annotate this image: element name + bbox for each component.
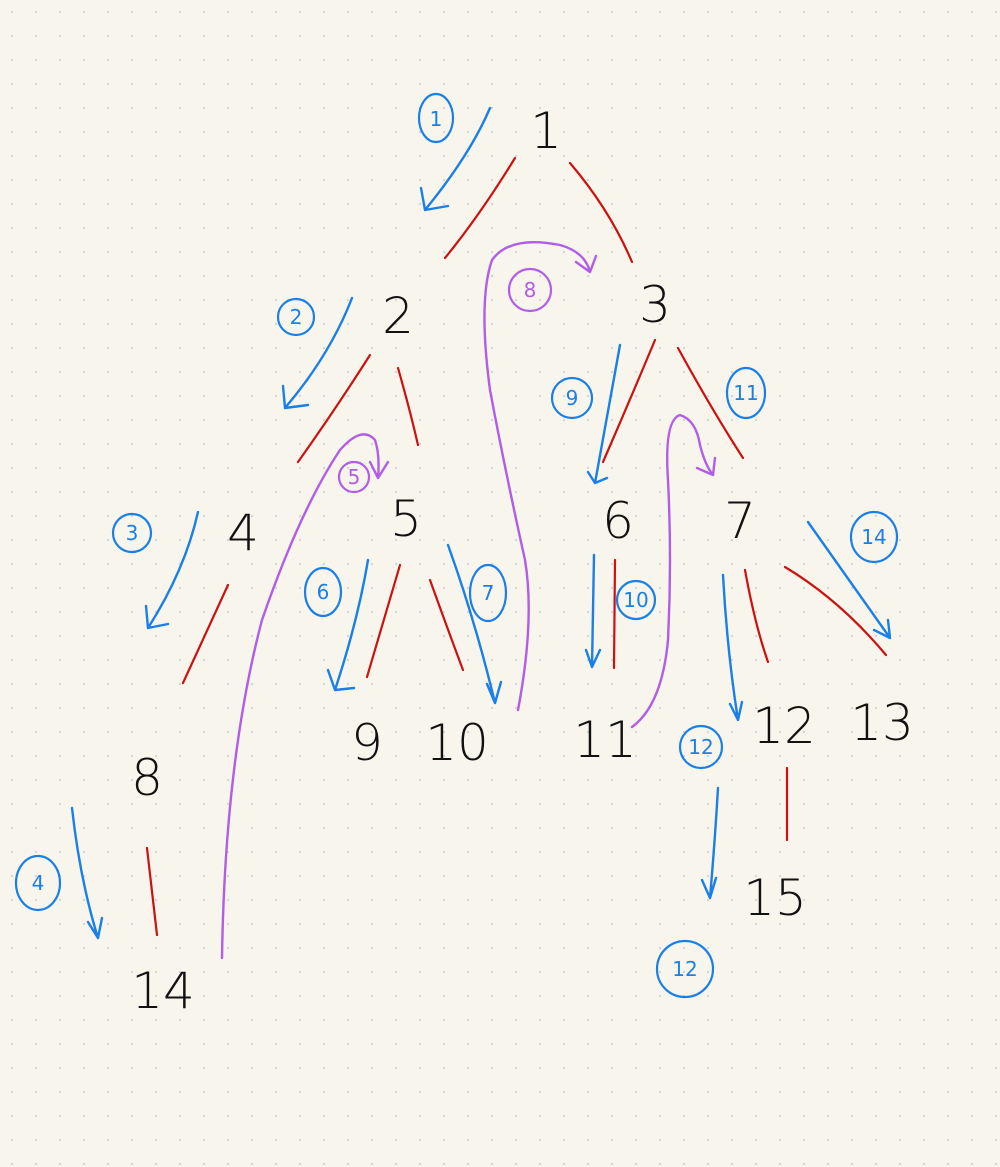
step-arrow-6 xyxy=(326,558,370,692)
edge-2-4 xyxy=(296,353,372,464)
node-5: 5 xyxy=(390,490,422,548)
step-arrow-3 xyxy=(144,510,200,630)
svg-text:11: 11 xyxy=(733,381,758,405)
step-label-6: 6 xyxy=(303,566,343,618)
step-label-10: 10 xyxy=(615,579,657,621)
edge-1-3 xyxy=(568,161,634,264)
edge-3-6 xyxy=(601,338,657,464)
backtrack-arrow-11-to-7 xyxy=(630,413,717,729)
step-labels: 1 2 3 4 5 6 7 8 9 10 11 12 12 14 xyxy=(14,92,899,999)
svg-text:6: 6 xyxy=(317,580,330,604)
edge-7-12 xyxy=(743,568,770,664)
backtrack-arrow-14-to-5 xyxy=(220,433,390,960)
node-9: 9 xyxy=(351,714,383,772)
svg-text:3: 3 xyxy=(126,521,139,545)
step-label-8: 8 xyxy=(507,267,553,313)
step-label-1: 1 xyxy=(417,92,455,144)
step-arrow-12b xyxy=(700,786,720,900)
step-label-12a: 12 xyxy=(678,724,724,770)
edge-8-14 xyxy=(145,846,159,937)
step-label-5: 5 xyxy=(337,460,371,494)
node-2: 2 xyxy=(382,287,414,345)
edge-4-8 xyxy=(181,583,230,685)
node-7: 7 xyxy=(724,492,756,550)
step-arrow-14 xyxy=(806,520,892,640)
node-8: 8 xyxy=(131,749,163,807)
edge-1-2 xyxy=(443,156,517,260)
tree-nodes: 1 2 3 4 5 6 7 8 9 10 11 12 13 14 15 xyxy=(131,102,914,1020)
edge-5-9 xyxy=(365,563,402,679)
step-label-11: 11 xyxy=(725,366,767,420)
edge-5-10 xyxy=(428,578,465,672)
step-arrow-2 xyxy=(281,296,354,410)
svg-text:8: 8 xyxy=(524,278,537,302)
svg-text:12: 12 xyxy=(672,957,697,981)
svg-text:12: 12 xyxy=(688,735,713,759)
edge-6-11 xyxy=(612,558,617,670)
svg-text:7: 7 xyxy=(482,581,495,605)
step-label-4: 4 xyxy=(14,854,62,912)
svg-text:9: 9 xyxy=(566,386,579,410)
node-15: 15 xyxy=(743,869,807,927)
svg-text:1: 1 xyxy=(430,107,443,131)
backtrack-arrows xyxy=(220,241,717,960)
step-arrow-7 xyxy=(446,543,503,705)
edge-2-5 xyxy=(396,366,420,447)
edge-7-13 xyxy=(783,565,888,657)
step-arrow-9 xyxy=(586,343,622,485)
node-14: 14 xyxy=(131,962,195,1020)
edge-3-7 xyxy=(676,346,745,460)
node-6: 6 xyxy=(602,492,634,550)
step-arrow-12a xyxy=(721,573,744,722)
node-4: 4 xyxy=(227,504,259,562)
tree-edges xyxy=(145,156,888,937)
node-1: 1 xyxy=(530,102,562,160)
step-arrow-10 xyxy=(584,553,602,669)
step-label-7: 7 xyxy=(468,563,508,623)
svg-text:4: 4 xyxy=(32,871,45,895)
step-arrow-1 xyxy=(419,106,492,212)
node-13: 13 xyxy=(850,694,914,752)
svg-text:10: 10 xyxy=(623,588,648,612)
svg-text:2: 2 xyxy=(290,305,303,329)
svg-text:14: 14 xyxy=(861,525,886,549)
node-11: 11 xyxy=(573,711,637,769)
node-3: 3 xyxy=(639,276,671,334)
step-label-9: 9 xyxy=(550,376,594,420)
step-label-2: 2 xyxy=(276,297,316,337)
svg-text:5: 5 xyxy=(348,465,361,489)
step-label-14: 14 xyxy=(849,510,899,564)
node-12: 12 xyxy=(752,697,816,755)
step-arrow-4 xyxy=(70,806,104,940)
backtrack-arrow-10-to-3 xyxy=(483,241,598,712)
node-10: 10 xyxy=(425,714,489,772)
step-arrows xyxy=(70,106,892,940)
step-label-3: 3 xyxy=(111,512,153,554)
step-label-12b: 12 xyxy=(655,939,715,999)
